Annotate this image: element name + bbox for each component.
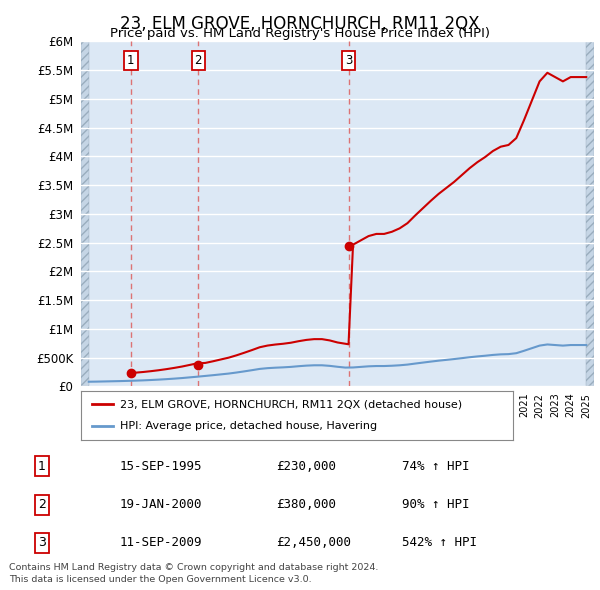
- Text: 1: 1: [38, 460, 46, 473]
- Text: £230,000: £230,000: [276, 460, 336, 473]
- Text: 3: 3: [345, 54, 352, 67]
- Text: This data is licensed under the Open Government Licence v3.0.: This data is licensed under the Open Gov…: [9, 575, 311, 584]
- Text: 15-SEP-1995: 15-SEP-1995: [120, 460, 203, 473]
- Text: 2: 2: [194, 54, 202, 67]
- Text: £2,450,000: £2,450,000: [276, 536, 351, 549]
- Text: 11-SEP-2009: 11-SEP-2009: [120, 536, 203, 549]
- Bar: [586, 41, 594, 386]
- Text: 23, ELM GROVE, HORNCHURCH, RM11 2QX (detached house): 23, ELM GROVE, HORNCHURCH, RM11 2QX (det…: [120, 399, 462, 409]
- Text: 2: 2: [38, 498, 46, 511]
- Bar: [81, 41, 89, 386]
- Text: £380,000: £380,000: [276, 498, 336, 511]
- Text: 1: 1: [127, 54, 134, 67]
- Text: 3: 3: [38, 536, 46, 549]
- Text: Price paid vs. HM Land Registry's House Price Index (HPI): Price paid vs. HM Land Registry's House …: [110, 27, 490, 40]
- Text: 19-JAN-2000: 19-JAN-2000: [120, 498, 203, 511]
- Text: 542% ↑ HPI: 542% ↑ HPI: [402, 536, 477, 549]
- Text: HPI: Average price, detached house, Havering: HPI: Average price, detached house, Have…: [120, 421, 377, 431]
- Text: 23, ELM GROVE, HORNCHURCH, RM11 2QX: 23, ELM GROVE, HORNCHURCH, RM11 2QX: [120, 15, 480, 33]
- Text: 90% ↑ HPI: 90% ↑ HPI: [402, 498, 470, 511]
- Text: Contains HM Land Registry data © Crown copyright and database right 2024.: Contains HM Land Registry data © Crown c…: [9, 563, 379, 572]
- Text: 74% ↑ HPI: 74% ↑ HPI: [402, 460, 470, 473]
